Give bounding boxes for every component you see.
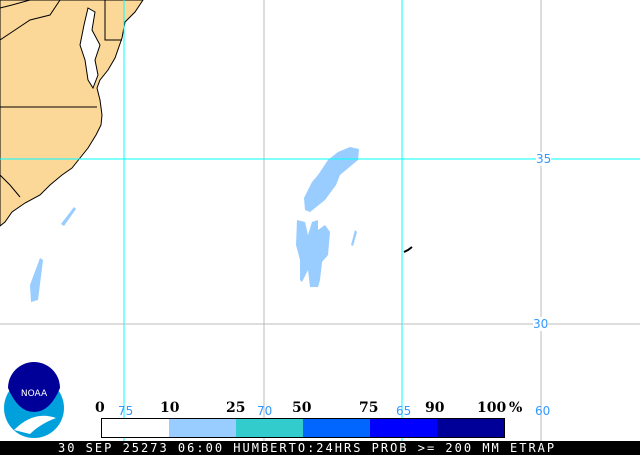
- legend-swatch: [169, 419, 236, 437]
- island: [403, 246, 413, 253]
- noaa-logo: NOAA: [4, 362, 64, 438]
- legend-swatch: [303, 419, 370, 437]
- lon-label-60: 60: [535, 404, 551, 418]
- land: [0, 0, 144, 227]
- legend-tick: 75: [359, 400, 379, 416]
- probability-areas: [30, 147, 359, 302]
- legend-tick: 0: [95, 400, 105, 416]
- legend-tick: 100: [477, 400, 507, 416]
- footer-bar: 30 SEP 25273 06:00 HUMBERTO:24HRS PROB >…: [0, 441, 640, 455]
- svg-text:NOAA: NOAA: [21, 389, 48, 399]
- lon-label-70: 70: [257, 404, 273, 418]
- legend-swatch: [370, 419, 437, 437]
- legend-tick: 50: [292, 400, 312, 416]
- legend-swatch: [236, 419, 303, 437]
- footer-caption: 30 SEP 25273 06:00 HUMBERTO:24HRS PROB >…: [58, 441, 557, 455]
- lat-label-30: 30: [533, 317, 549, 331]
- grid-lines: [0, 0, 640, 443]
- legend-color-bar: [101, 418, 505, 438]
- lon-label-75: 75: [118, 404, 134, 418]
- legend-tick: 25: [226, 400, 246, 416]
- legend-swatch: [437, 419, 504, 437]
- legend-swatch: [102, 419, 169, 437]
- legend-tick: 90: [425, 400, 445, 416]
- legend-unit: %: [509, 400, 523, 416]
- legend-tick: 10: [160, 400, 180, 416]
- lat-label-35: 35: [536, 152, 552, 166]
- lon-label-65: 65: [396, 404, 412, 418]
